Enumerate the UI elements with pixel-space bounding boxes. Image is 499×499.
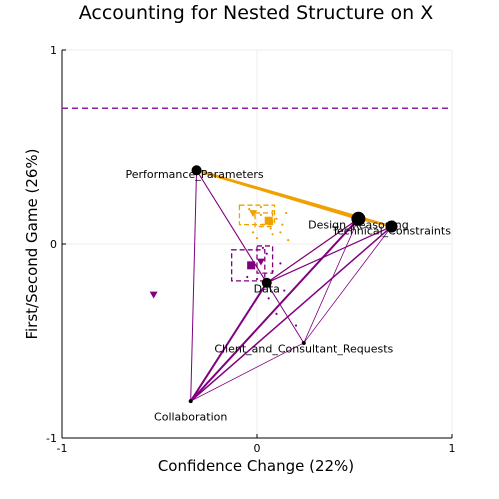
group-mean-square bbox=[264, 216, 273, 225]
edge-line bbox=[190, 169, 198, 402]
group-point bbox=[246, 275, 249, 279]
node-marker bbox=[301, 340, 306, 345]
x-tick-label: -1 bbox=[57, 442, 68, 455]
group-point bbox=[279, 231, 282, 234]
edge-line bbox=[303, 226, 392, 344]
node-marker bbox=[351, 211, 366, 226]
group-point bbox=[261, 246, 264, 249]
group-point bbox=[285, 211, 288, 215]
node-label: Technical_Constraints bbox=[331, 224, 451, 237]
group-point bbox=[265, 252, 268, 255]
group-point bbox=[279, 262, 282, 265]
group-box bbox=[256, 245, 274, 274]
group-point bbox=[259, 213, 262, 216]
group-point bbox=[281, 223, 284, 226]
edge-line bbox=[190, 342, 305, 402]
node-marker bbox=[385, 220, 398, 233]
group-point bbox=[271, 233, 274, 236]
group-box bbox=[238, 204, 276, 226]
edge-line bbox=[189, 217, 360, 403]
y-tick-label: -1 bbox=[46, 432, 57, 445]
group-point bbox=[267, 297, 270, 300]
tick-labels: -1 0 1 -1 0 1 bbox=[46, 44, 455, 455]
edge-line bbox=[266, 225, 393, 284]
node-label: Design_Reasoning bbox=[308, 218, 409, 231]
group-box bbox=[230, 249, 266, 282]
group-point bbox=[252, 231, 255, 234]
group-point bbox=[275, 312, 278, 315]
y-tick-label: 1 bbox=[50, 44, 57, 57]
node-label: Collaboration bbox=[154, 411, 227, 424]
edge-line bbox=[266, 218, 359, 284]
node-label: Performance_Parameters bbox=[126, 168, 264, 181]
group-point bbox=[275, 217, 278, 220]
group-triangle bbox=[249, 210, 258, 217]
group-point bbox=[259, 206, 262, 209]
group-point bbox=[294, 324, 298, 327]
edge-line bbox=[189, 281, 268, 403]
x-tick-label: 1 bbox=[449, 442, 456, 455]
node-marker bbox=[261, 277, 272, 288]
node-marker bbox=[191, 165, 202, 176]
edges bbox=[189, 169, 393, 403]
group-outlier-triangle bbox=[149, 291, 158, 299]
node-labels: Performance_Parameters Design_ReasoningTe… bbox=[126, 168, 452, 424]
node-marker bbox=[188, 399, 193, 404]
y-tick-label: 0 bbox=[50, 238, 57, 251]
edge-line bbox=[189, 225, 393, 402]
group-point bbox=[248, 207, 251, 211]
edge-line bbox=[303, 218, 359, 344]
x-tick-label: 0 bbox=[254, 442, 261, 455]
group-point bbox=[283, 289, 286, 292]
group-point bbox=[287, 239, 290, 242]
group-markers bbox=[149, 204, 298, 327]
nodes bbox=[188, 165, 398, 404]
node-label: Data bbox=[254, 283, 280, 296]
edge-line bbox=[266, 282, 305, 344]
axes bbox=[61, 49, 453, 439]
group-mean-square bbox=[247, 261, 256, 270]
x-axis-label: Confidence Change (22%) bbox=[158, 457, 354, 475]
group-point bbox=[255, 237, 259, 240]
group-point bbox=[255, 277, 259, 281]
group-triangle bbox=[256, 258, 265, 266]
chart-title: Accounting for Nested Structure on X bbox=[79, 2, 434, 24]
group-point bbox=[269, 227, 272, 230]
group-point bbox=[271, 209, 274, 213]
node-label: Client_and_Consultant_Requests bbox=[214, 343, 393, 356]
y-axis-label: First/Second Game (26%) bbox=[23, 148, 41, 339]
